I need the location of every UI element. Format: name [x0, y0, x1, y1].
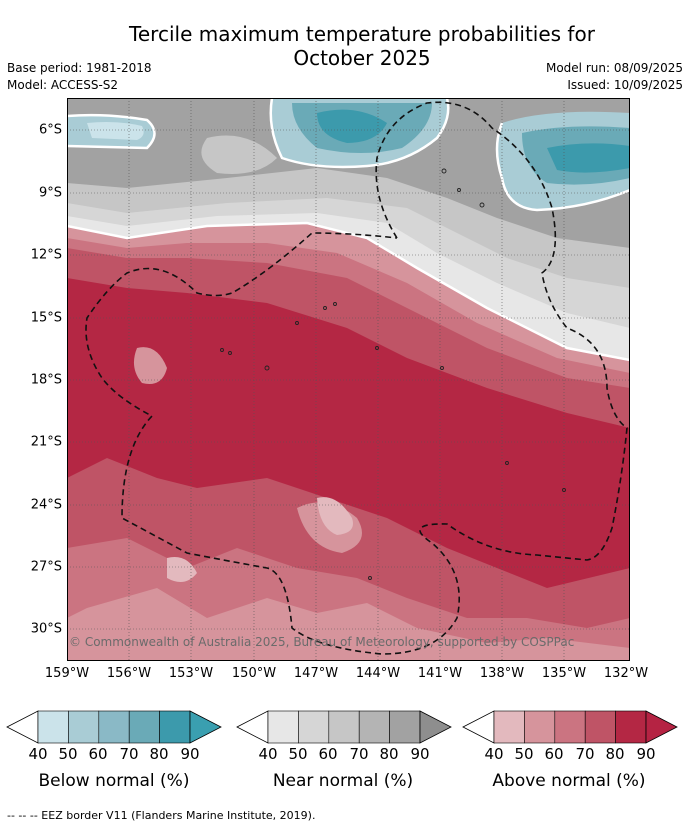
- colorbar-near-label: Near normal (%): [272, 771, 414, 791]
- lat-label-30s: 30°S: [30, 621, 62, 637]
- lat-label-9s: 9°S: [38, 185, 62, 201]
- issued-label: Issued: 10/09/2025: [567, 78, 683, 92]
- lon-label-156w: 156°W: [106, 666, 152, 681]
- near-tick-90: 90: [410, 745, 430, 763]
- lon-label-144w: 144°W: [355, 666, 401, 681]
- map-title: Tercile maximum temperature probabilitie…: [0, 22, 690, 70]
- above-normal-60-band: [67, 223, 630, 388]
- colorbar-cell: [298, 710, 330, 744]
- colorbar-cell: [584, 710, 616, 744]
- near-tick-70: 70: [349, 745, 369, 763]
- near-tick-60: 60: [318, 745, 338, 763]
- title-line-2: October 2025: [293, 46, 431, 70]
- lat-label-6s: 6°S: [38, 122, 62, 138]
- eez-border: [85, 101, 628, 655]
- colorbar-high-extension: [645, 710, 678, 744]
- colorbar-low-extension: [462, 710, 495, 744]
- probability-map: © Commonwealth of Australia 2025, Bureau…: [67, 98, 630, 661]
- colorbar-low-extension: [236, 710, 269, 744]
- lon-label-135w: 135°W: [541, 666, 587, 681]
- eez-legend-note: -- -- -- EEZ border V11 (Flanders Marine…: [7, 809, 316, 822]
- colorbar-above-normal: [462, 710, 678, 744]
- below-tick-70: 70: [119, 745, 139, 763]
- tercile-boundary-central: [269, 98, 450, 169]
- near-tick-40: 40: [258, 745, 278, 763]
- colorbar-above-label: Above normal (%): [492, 771, 646, 791]
- colorbar-cell: [358, 710, 390, 744]
- colorbar-cell: [37, 710, 69, 744]
- above-tick-60: 60: [544, 745, 564, 763]
- colorbar-high-extension: [189, 710, 222, 744]
- meta-left: Base period: 1981-2018 Model: ACCESS-S2: [7, 60, 152, 94]
- base-period-label: Base period: 1981-2018: [7, 61, 152, 75]
- tercile-boundary-west: [67, 113, 156, 150]
- tercile-boundary-south: [67, 221, 630, 362]
- model-label: Model: ACCESS-S2: [7, 78, 119, 92]
- lat-label-21s: 21°S: [30, 434, 62, 450]
- lon-label-138w: 138°W: [479, 666, 525, 681]
- below-normal-central-80: [317, 109, 387, 143]
- above-tick-50: 50: [514, 745, 534, 763]
- colorbar-high-extension: [419, 710, 452, 744]
- above-tick-90: 90: [636, 745, 656, 763]
- colorbar-cell: [554, 710, 586, 744]
- near-normal-80-region: [67, 98, 630, 248]
- colorbar-below-label: Below normal (%): [38, 771, 190, 791]
- below-normal-east-80: [547, 143, 630, 173]
- colorbar-cell: [328, 710, 360, 744]
- below-tick-80: 80: [149, 745, 169, 763]
- colorbar-below-normal: [6, 710, 222, 744]
- below-tick-60: 60: [88, 745, 108, 763]
- above-tick-70: 70: [575, 745, 595, 763]
- above-normal-patch-light: [317, 497, 353, 535]
- lon-label-141w: 141°W: [417, 666, 463, 681]
- colorbar-cell: [159, 710, 191, 744]
- lat-label-12s: 12°S: [30, 247, 62, 263]
- near-tick-50: 50: [288, 745, 308, 763]
- meta-right: Model run: 08/09/2025 Issued: 10/09/2025: [546, 60, 683, 94]
- lon-label-132w: 132°W: [603, 666, 649, 681]
- above-tick-80: 80: [605, 745, 625, 763]
- above-normal-70-band: [67, 223, 630, 428]
- lat-label-15s: 15°S: [30, 310, 62, 326]
- lat-label-27s: 27°S: [30, 559, 62, 575]
- lat-label-18s: 18°S: [30, 372, 62, 388]
- islands: [220, 168, 566, 580]
- below-tick-90: 90: [180, 745, 200, 763]
- above-normal-50-region: [67, 588, 630, 661]
- tercile-boundary-east: [495, 122, 630, 212]
- copyright-notice: © Commonwealth of Australia 2025, Bureau…: [69, 635, 574, 649]
- colorbar-cell: [493, 710, 525, 744]
- colorbar-cell: [98, 710, 130, 744]
- above-normal-patch-west: [133, 347, 167, 384]
- above-tick-40: 40: [484, 745, 504, 763]
- lon-label-147w: 147°W: [293, 666, 339, 681]
- title-line-1: Tercile maximum temperature probabilitie…: [129, 22, 595, 46]
- colorbar-cell: [267, 710, 299, 744]
- colorbar-low-extension: [6, 710, 39, 744]
- lat-label-24s: 24°S: [30, 497, 62, 513]
- below-tick-50: 50: [58, 745, 78, 763]
- map-frame: [67, 98, 630, 661]
- below-normal-west-light: [87, 122, 144, 140]
- below-tick-40: 40: [28, 745, 48, 763]
- above-normal-patch-sw: [167, 557, 197, 582]
- colorbar-cell: [68, 710, 100, 744]
- colorbar-below-cells: [6, 710, 222, 744]
- model-run-label: Model run: 08/09/2025: [545, 61, 683, 75]
- colorbar-above-cells: [462, 710, 678, 744]
- lon-label-153w: 153°W: [168, 666, 214, 681]
- colorbar-cell: [615, 710, 647, 744]
- colorbar-near-normal: [236, 710, 452, 744]
- near-tick-80: 80: [379, 745, 399, 763]
- lon-label-150w: 150°W: [231, 666, 277, 681]
- lon-label-159w: 159°W: [44, 666, 90, 681]
- colorbar-near-cells: [236, 710, 452, 744]
- colorbar-cell: [128, 710, 160, 744]
- near-normal-patch: [201, 135, 277, 174]
- colorbar-cell: [389, 710, 421, 744]
- colorbar-cell: [524, 710, 556, 744]
